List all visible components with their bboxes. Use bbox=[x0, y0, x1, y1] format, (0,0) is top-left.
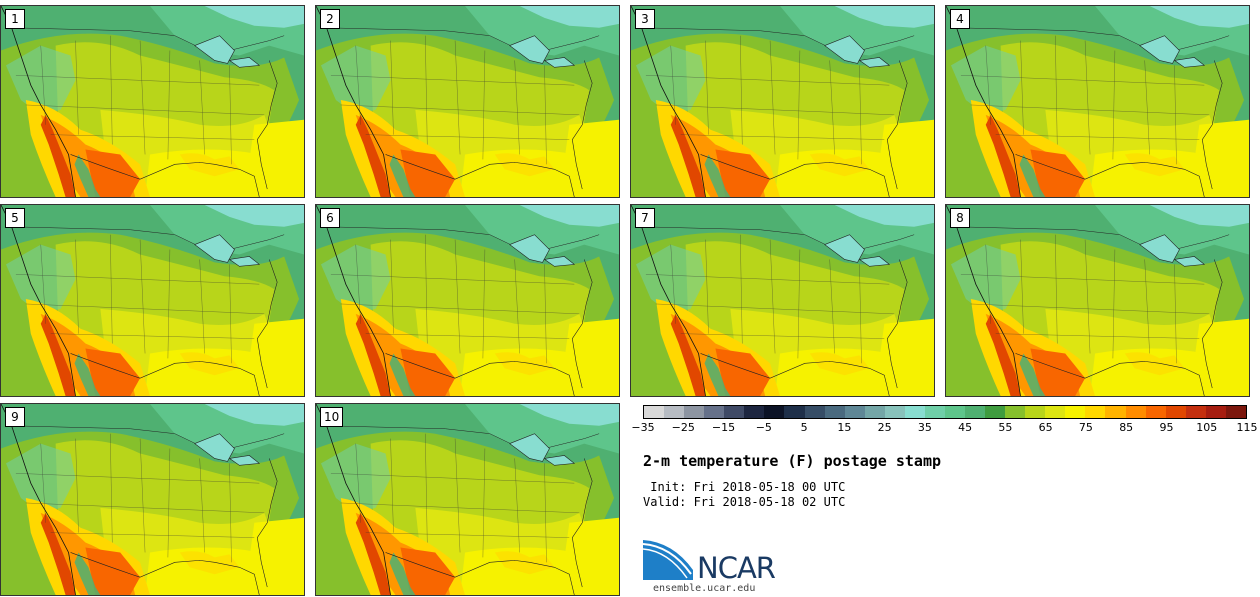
colorbar-tick-label: −15 bbox=[711, 421, 736, 434]
colorbar-swatch bbox=[904, 406, 925, 418]
panel-number: 7 bbox=[635, 208, 655, 228]
temperature-map bbox=[1, 6, 304, 197]
colorbar-swatch bbox=[1225, 406, 1246, 418]
colorbar-swatch bbox=[664, 406, 685, 418]
ncar-swoosh-icon bbox=[642, 540, 693, 580]
colorbar-swatch bbox=[644, 406, 665, 418]
ncar-logo bbox=[642, 540, 793, 585]
map-panel-2: 2 bbox=[315, 5, 620, 198]
colorbar-tick-label: −25 bbox=[671, 421, 695, 434]
colorbar-swatch bbox=[985, 406, 1006, 418]
colorbar bbox=[643, 405, 1247, 419]
panel-number: 4 bbox=[950, 9, 970, 29]
panel-number: 5 bbox=[5, 208, 25, 228]
colorbar-swatch bbox=[1165, 406, 1186, 418]
colorbar-tick-label: 95 bbox=[1159, 421, 1174, 434]
colorbar-tick-label: −5 bbox=[755, 421, 772, 434]
temperature-map bbox=[1, 205, 304, 396]
colorbar-swatch bbox=[844, 406, 865, 418]
colorbar-swatch bbox=[1105, 406, 1126, 418]
temperature-map bbox=[316, 205, 619, 396]
ncar-logo-text: NCAR bbox=[697, 551, 776, 585]
temperature-map bbox=[946, 6, 1249, 197]
colorbar-tick-label: 55 bbox=[998, 421, 1013, 434]
init-time: Init: Fri 2018-05-18 00 UTC bbox=[650, 480, 846, 494]
colorbar-swatch bbox=[764, 406, 785, 418]
colorbar-swatch bbox=[704, 406, 725, 418]
colorbar-swatch bbox=[1005, 406, 1026, 418]
colorbar-swatch bbox=[965, 406, 986, 418]
colorbar-tick-label: 65 bbox=[1038, 421, 1053, 434]
valid-time: Valid: Fri 2018-05-18 02 UTC bbox=[643, 495, 846, 509]
colorbar-swatch bbox=[784, 406, 805, 418]
colorbar-tick-label: 45 bbox=[958, 421, 973, 434]
panel-number: 6 bbox=[320, 208, 340, 228]
map-panel-5: 5 bbox=[0, 204, 305, 397]
colorbar-tick-label: 85 bbox=[1119, 421, 1134, 434]
panel-number: 1 bbox=[5, 9, 25, 29]
chart-title: 2-m temperature (F) postage stamp bbox=[643, 452, 942, 470]
colorbar-swatch bbox=[1185, 406, 1206, 418]
colorbar-swatch bbox=[804, 406, 825, 418]
colorbar-swatch bbox=[824, 406, 845, 418]
colorbar-swatch bbox=[724, 406, 745, 418]
panel-number: 10 bbox=[320, 407, 344, 427]
colorbar-tick-label: −35 bbox=[631, 421, 655, 434]
temperature-map bbox=[946, 205, 1249, 396]
panel-number: 8 bbox=[950, 208, 970, 228]
colorbar-swatch bbox=[1085, 406, 1106, 418]
temperature-map bbox=[316, 404, 619, 595]
colorbar-swatch bbox=[884, 406, 905, 418]
colorbar-swatch bbox=[1045, 406, 1066, 418]
colorbar-swatch bbox=[1025, 406, 1046, 418]
colorbar-swatch bbox=[684, 406, 705, 418]
map-panel-1: 1 bbox=[0, 5, 305, 198]
map-panel-4: 4 bbox=[945, 5, 1250, 198]
colorbar-swatch bbox=[1205, 406, 1226, 418]
colorbar-ticks: −35 −25 −15 −5 5 15 25 35 45 55 65 75 85 95 105 115 bbox=[631, 421, 1257, 441]
map-panel-9: 9 bbox=[0, 403, 305, 596]
panel-number: 2 bbox=[320, 9, 340, 29]
temperature-map bbox=[631, 205, 934, 396]
temperature-map bbox=[1, 404, 304, 595]
temperature-map bbox=[316, 6, 619, 197]
colorbar-tick-label: 115 bbox=[1236, 421, 1258, 434]
colorbar-swatch bbox=[924, 406, 945, 418]
panel-number: 3 bbox=[635, 9, 655, 29]
colorbar-swatch bbox=[944, 406, 965, 418]
map-panel-8: 8 bbox=[945, 204, 1250, 397]
temperature-map bbox=[631, 6, 934, 197]
website-url: ensemble.ucar.edu bbox=[653, 583, 756, 594]
colorbar-swatch bbox=[864, 406, 885, 418]
colorbar-tick-label: 35 bbox=[917, 421, 932, 434]
colorbar-swatch bbox=[1065, 406, 1086, 418]
map-panel-7: 7 bbox=[630, 204, 935, 397]
colorbar-tick-label: 105 bbox=[1196, 421, 1218, 434]
map-panel-3: 3 bbox=[630, 5, 935, 198]
colorbar-tick-label: 75 bbox=[1078, 421, 1093, 434]
colorbar-tick-label: 5 bbox=[800, 421, 808, 434]
colorbar-tick-label: 15 bbox=[837, 421, 852, 434]
panel-number: 9 bbox=[5, 407, 25, 427]
colorbar-swatch bbox=[1145, 406, 1166, 418]
colorbar-swatch bbox=[744, 406, 765, 418]
colorbar-swatch bbox=[1125, 406, 1146, 418]
map-panel-10: 10 bbox=[315, 403, 620, 596]
colorbar-tick-label: 25 bbox=[877, 421, 892, 434]
map-panel-6: 6 bbox=[315, 204, 620, 397]
